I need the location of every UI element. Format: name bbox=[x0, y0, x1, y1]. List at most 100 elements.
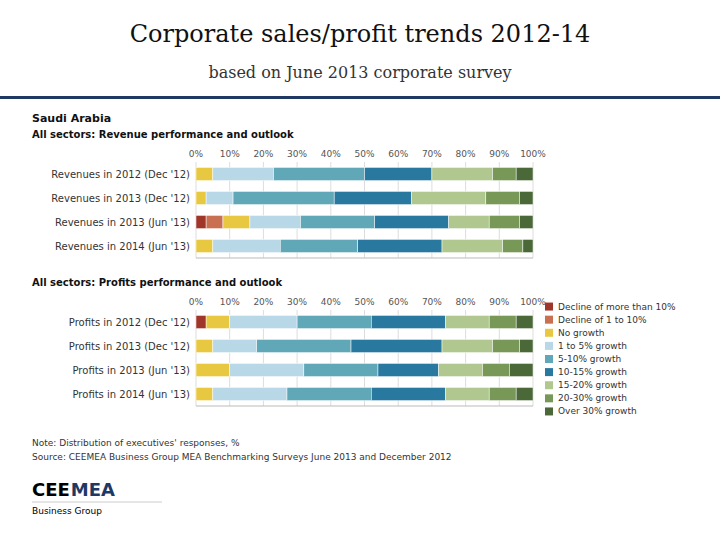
tick-label: 10% bbox=[220, 297, 240, 307]
background bbox=[0, 0, 720, 540]
bar-segment bbox=[196, 167, 213, 180]
bar-segment bbox=[486, 191, 520, 204]
bar-segment bbox=[445, 315, 489, 328]
tick-label: 70% bbox=[422, 297, 442, 307]
bar-segment bbox=[257, 339, 351, 352]
legend-swatch bbox=[545, 329, 553, 337]
tick-label: 10% bbox=[220, 149, 240, 159]
bar-segment bbox=[489, 387, 516, 400]
tick-label: 30% bbox=[287, 297, 307, 307]
tick-label: 60% bbox=[388, 149, 408, 159]
legend-swatch bbox=[545, 394, 553, 402]
legend-swatch bbox=[545, 342, 553, 350]
bar-segment bbox=[196, 339, 213, 352]
bar-segment bbox=[509, 363, 533, 376]
tick-label: 30% bbox=[287, 149, 307, 159]
tick-label: 90% bbox=[489, 297, 509, 307]
tick-label: 100% bbox=[520, 297, 546, 307]
bar-segment bbox=[196, 315, 206, 328]
bar-segment bbox=[482, 363, 509, 376]
category-label: Revenues in 2013 (Dec '12) bbox=[51, 193, 190, 204]
bar-segment bbox=[516, 315, 533, 328]
tick-label: 20% bbox=[253, 297, 273, 307]
bar-segment bbox=[520, 191, 533, 204]
bar-segment bbox=[523, 239, 533, 252]
bar-segment bbox=[351, 339, 442, 352]
bars bbox=[196, 315, 533, 400]
bar-segment bbox=[196, 191, 206, 204]
logo-rule bbox=[32, 502, 162, 503]
legend-label: 15-20% growth bbox=[558, 380, 627, 390]
bar-segment bbox=[213, 339, 257, 352]
bar-segment bbox=[489, 215, 519, 228]
note: Note: Distribution of executives' respon… bbox=[32, 438, 240, 448]
bars bbox=[196, 167, 533, 252]
category-label: Revenues in 2012 (Dec '12) bbox=[51, 169, 190, 180]
tick-label: 60% bbox=[388, 297, 408, 307]
bar-segment bbox=[493, 167, 517, 180]
bar-segment bbox=[196, 363, 230, 376]
bar-segment bbox=[442, 239, 503, 252]
category-label: Revenues in 2014 (Jun '13) bbox=[55, 241, 190, 252]
bar-segment bbox=[196, 239, 213, 252]
legend-swatch bbox=[545, 316, 553, 324]
legend-swatch bbox=[545, 381, 553, 389]
legend: Decline of more than 10%Decline of 1 to … bbox=[545, 302, 676, 417]
logo-text: CEE bbox=[32, 479, 70, 500]
bar-segment bbox=[230, 363, 304, 376]
bar-segment bbox=[375, 215, 449, 228]
bar-segment bbox=[196, 387, 213, 400]
title-rule bbox=[0, 96, 720, 99]
bar-segment bbox=[449, 215, 489, 228]
title: Corporate sales/profit trends 2012-14 bbox=[130, 20, 591, 48]
bar-segment bbox=[516, 167, 533, 180]
bar-segment bbox=[371, 315, 445, 328]
legend-label: Over 30% growth bbox=[558, 406, 637, 416]
bar-segment bbox=[213, 167, 274, 180]
bar-segment bbox=[365, 167, 432, 180]
tick-label: 100% bbox=[520, 149, 546, 159]
bar-segment bbox=[516, 387, 533, 400]
tick-label: 0% bbox=[189, 149, 204, 159]
bar-segment bbox=[196, 215, 206, 228]
logo-subtext: Business Group bbox=[32, 506, 102, 516]
bar-segment bbox=[371, 387, 445, 400]
bar-segment bbox=[334, 191, 412, 204]
category-label: Profits in 2012 (Dec '12) bbox=[69, 317, 190, 328]
bar-segment bbox=[274, 167, 365, 180]
bar-segment bbox=[520, 339, 533, 352]
tick-label: 70% bbox=[422, 149, 442, 159]
bar-segment bbox=[432, 167, 493, 180]
axis-line bbox=[196, 406, 533, 407]
bar-segment bbox=[445, 387, 489, 400]
region-label: Saudi Arabia bbox=[32, 112, 111, 125]
bar-segment bbox=[520, 215, 533, 228]
tick-label: 20% bbox=[253, 149, 273, 159]
legend-label: 20-30% growth bbox=[558, 393, 627, 403]
legend-label: 10-15% growth bbox=[558, 367, 627, 377]
bar-segment bbox=[287, 387, 371, 400]
tick-label: 90% bbox=[489, 149, 509, 159]
tick-label: 80% bbox=[456, 297, 476, 307]
category-label: Revenues in 2013 (Jun '13) bbox=[55, 217, 190, 228]
bar-segment bbox=[493, 339, 520, 352]
panel: 0%10%20%30%40%50%60%70%80%90%100%Profits… bbox=[69, 297, 547, 406]
panel-heading: All sectors: Revenue performance and out… bbox=[32, 129, 294, 140]
bar-segment bbox=[230, 315, 297, 328]
logo-text: MEA bbox=[71, 479, 115, 500]
category-label: Profits in 2013 (Jun '13) bbox=[73, 365, 191, 376]
tick-label: 80% bbox=[456, 149, 476, 159]
bar-segment bbox=[297, 315, 371, 328]
source: Source: CEEMEA Business Group MEA Benchm… bbox=[32, 452, 452, 462]
category-label: Profits in 2013 (Dec '12) bbox=[69, 341, 190, 352]
bar-segment bbox=[206, 315, 230, 328]
tick-label: 0% bbox=[189, 297, 204, 307]
bar-segment bbox=[442, 339, 493, 352]
bar-segment bbox=[489, 315, 516, 328]
bar-segment bbox=[250, 215, 301, 228]
bar-segment bbox=[503, 239, 523, 252]
category-label: Profits in 2014 (Jun '13) bbox=[73, 389, 191, 400]
bar-segment bbox=[213, 387, 287, 400]
legend-label: 5-10% growth bbox=[558, 354, 621, 364]
legend-label: 1 to 5% growth bbox=[558, 341, 627, 351]
